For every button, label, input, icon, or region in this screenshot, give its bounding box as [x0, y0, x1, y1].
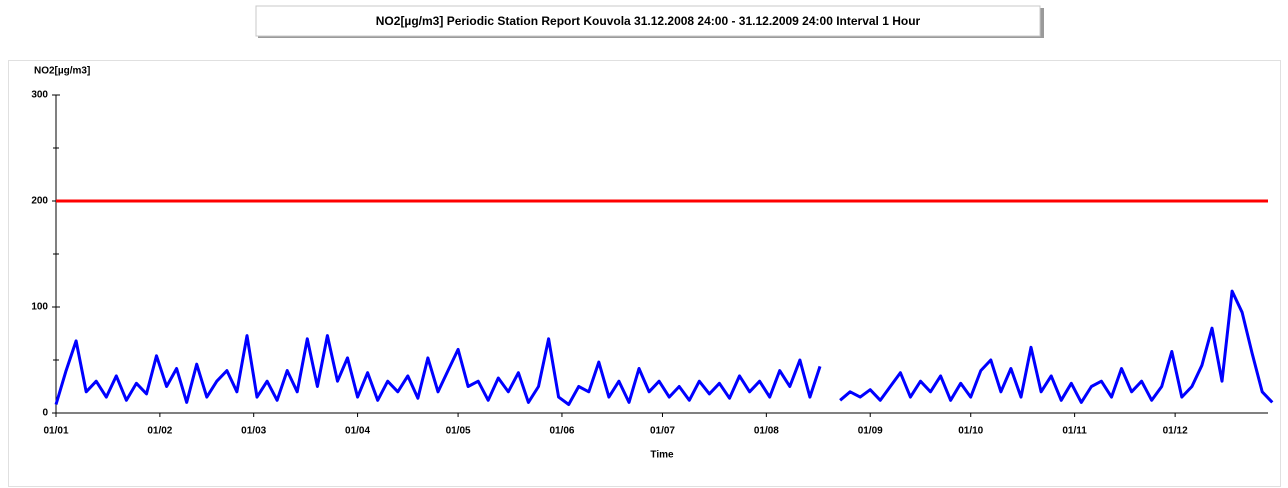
x-tick-label: 01/08 [754, 426, 779, 437]
plot-frame [8, 60, 1281, 487]
x-tick-label: 01/11 [1062, 426, 1087, 437]
x-axis-label: Time [650, 450, 674, 461]
y-tick-label: 0 [42, 408, 48, 419]
x-tick-label: 01/04 [345, 426, 370, 437]
y-tick-label: 100 [31, 302, 48, 313]
y-axis-label: NO2[µg/m3] [34, 66, 90, 77]
x-tick-label: 01/06 [549, 426, 574, 437]
x-tick-label: 01/12 [1163, 426, 1188, 437]
x-tick-label: 01/10 [958, 426, 983, 437]
chart-title: NO2[µg/m3] Periodic Station Report Kouvo… [376, 14, 921, 28]
x-tick-label: 01/02 [147, 426, 172, 437]
y-tick-label: 300 [31, 90, 48, 101]
y-tick-label: 200 [31, 196, 48, 207]
x-tick-label: 01/05 [446, 426, 471, 437]
title-box [255, 5, 1041, 37]
x-tick-label: 01/07 [650, 426, 675, 437]
x-tick-label: 01/09 [858, 426, 883, 437]
x-tick-label: 01/01 [43, 426, 68, 437]
data-line [54, 289, 1274, 406]
x-tick-label: 01/03 [241, 426, 266, 437]
